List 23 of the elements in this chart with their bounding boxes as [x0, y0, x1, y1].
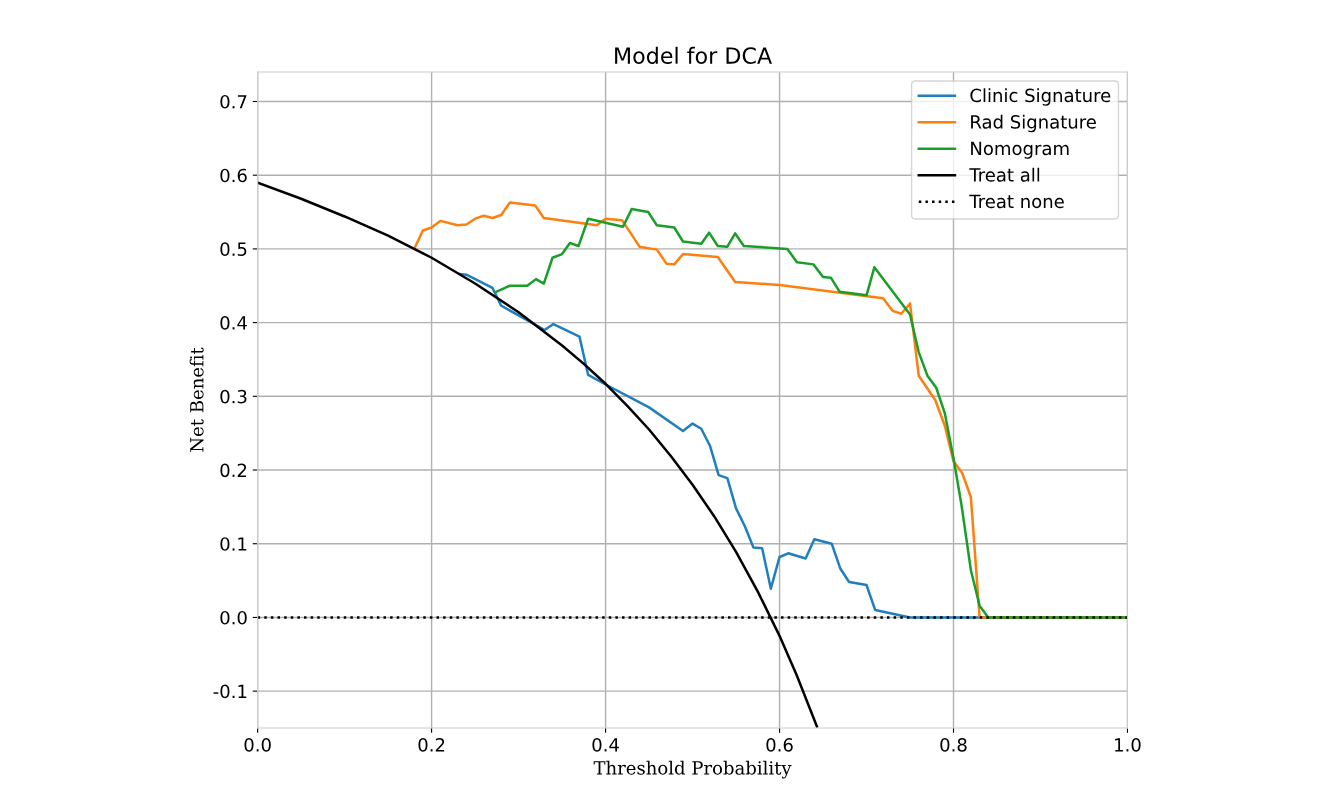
y-tick-label: -0.1 — [213, 684, 247, 699]
y-tick-label: 0.7 — [220, 94, 247, 109]
x-axis-title: Threshold Probability — [593, 760, 792, 779]
y-tick-label: 0.6 — [220, 168, 247, 183]
chart-title: Model for DCA — [615, 46, 772, 64]
x-tick-label: 0.2 — [418, 738, 445, 752]
y-tick-label: 0.4 — [220, 316, 247, 330]
y-tick-label: 0.3 — [220, 389, 247, 404]
x-tick-label: 0.8 — [940, 738, 967, 752]
x-tick-label: 0.4 — [592, 738, 619, 752]
legend-label: Treat all — [969, 167, 1040, 182]
x-tick-label: 0.6 — [766, 738, 793, 752]
y-tick-label: 0.2 — [220, 463, 247, 478]
y-axis-title: Net Benefit — [189, 347, 204, 452]
x-tick-label: 0.0 — [244, 738, 271, 752]
legend-label: Treat none — [969, 194, 1064, 209]
legend-label: Clinic Signature — [970, 88, 1111, 106]
x-tick-label: 1.0 — [1115, 738, 1141, 752]
y-tick-label: 0.1 — [220, 537, 247, 551]
y-tick-label: 0.0 — [220, 610, 247, 625]
y-tick-label: 0.5 — [220, 242, 247, 257]
legend-label: Nomogram — [971, 141, 1069, 159]
legend-label: Rad Signature — [971, 114, 1096, 133]
